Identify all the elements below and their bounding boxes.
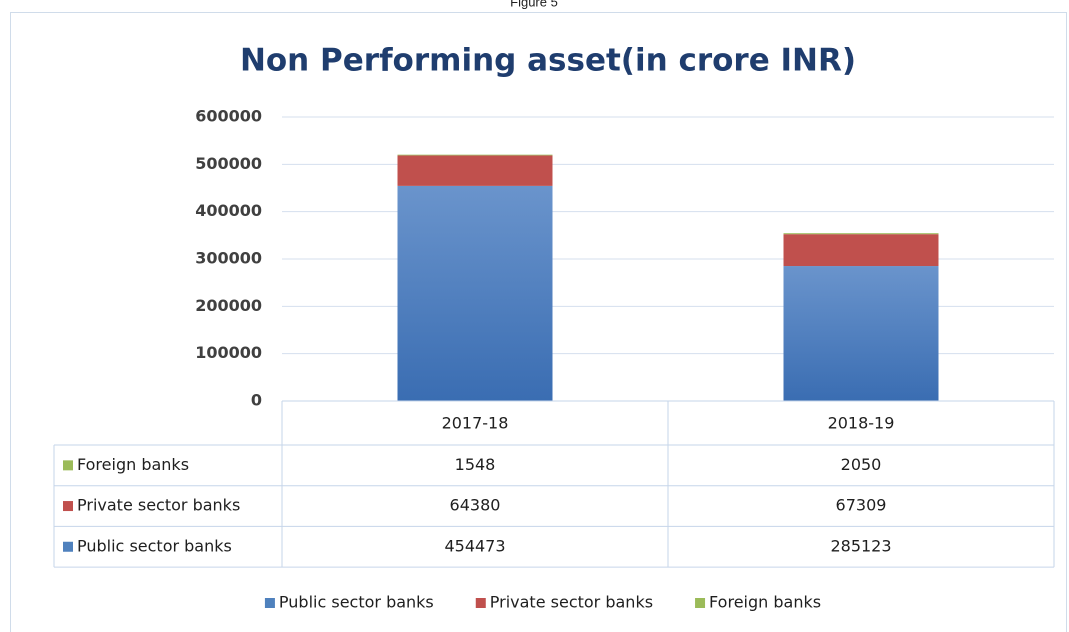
y-tick-label: 400000 — [195, 201, 262, 220]
y-tick-label: 100000 — [195, 343, 262, 362]
y-tick-label: 500000 — [195, 154, 262, 173]
table-cell: 454473 — [444, 536, 505, 555]
bar-segment — [783, 234, 939, 267]
y-tick-label: 0 — [251, 391, 262, 410]
bar-segment — [397, 185, 553, 401]
chart-title: Non Performing asset(in crore INR) — [240, 43, 856, 79]
table-cell: 285123 — [830, 536, 891, 555]
table-cell: 67309 — [836, 496, 887, 515]
x-tick-label: 2017-18 — [442, 414, 509, 433]
caption: Figure 5 — [510, 0, 558, 9]
bar-segment — [397, 154, 553, 156]
table-row-label: Foreign banks — [77, 455, 189, 474]
table-cell: 1548 — [455, 455, 496, 474]
table-cell: 64380 — [450, 496, 501, 515]
table-legend-key — [63, 541, 73, 552]
chart-border — [10, 12, 1067, 632]
bar-segment — [397, 155, 553, 186]
bar-segment — [783, 233, 939, 235]
legend-key — [264, 598, 275, 608]
y-tick-label: 600000 — [195, 107, 262, 126]
legend-label: Public sector banks — [279, 593, 434, 612]
y-tick-label: 300000 — [195, 249, 262, 268]
table-cell: 2050 — [841, 455, 882, 474]
table-row-label: Private sector banks — [77, 496, 240, 515]
table-legend-key — [63, 460, 73, 471]
table-legend-key — [63, 501, 73, 512]
legend-label: Foreign banks — [709, 593, 821, 612]
legend-key — [695, 598, 706, 608]
x-tick-label: 2018-19 — [828, 414, 895, 433]
bar-segment — [783, 266, 939, 401]
legend-key — [475, 598, 486, 608]
table-row-label: Public sector banks — [77, 536, 232, 555]
legend-label: Private sector banks — [490, 593, 653, 612]
y-tick-label: 200000 — [195, 296, 262, 315]
